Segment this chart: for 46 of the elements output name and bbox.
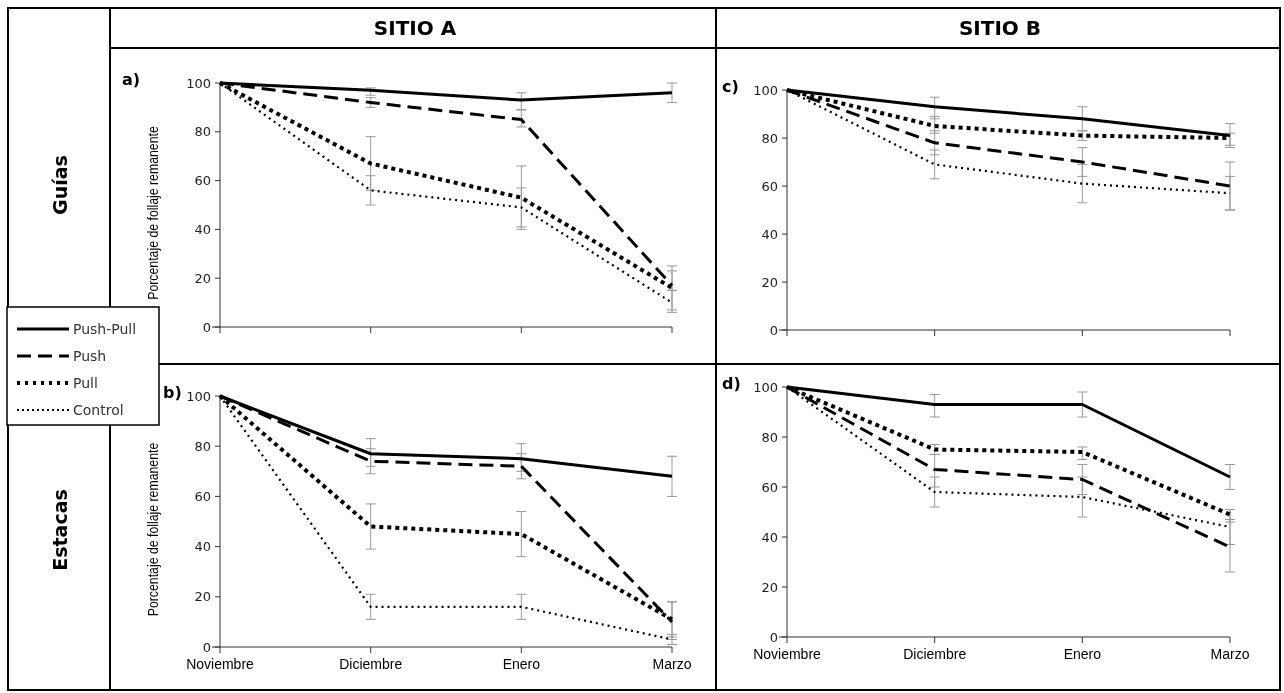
chart-title: b) bbox=[163, 383, 182, 402]
y-tick-label: 100 bbox=[753, 379, 778, 395]
y-tick-label: 20 bbox=[194, 589, 211, 605]
y-tick-label: 100 bbox=[753, 82, 778, 98]
y-tick-label: 0 bbox=[202, 639, 211, 655]
y-tick-label: 100 bbox=[186, 75, 211, 91]
y-tick-label: 60 bbox=[761, 479, 778, 495]
y-tick-label: 20 bbox=[761, 274, 778, 290]
x-tick-label: Noviembre bbox=[186, 656, 255, 672]
x-tick-label: Diciembre bbox=[903, 646, 967, 662]
y-tick-label: 40 bbox=[194, 221, 211, 237]
x-tick-label: Marzo bbox=[652, 656, 692, 672]
y-tick-label: 80 bbox=[194, 124, 211, 140]
x-tick-label: Noviembre bbox=[753, 646, 822, 662]
y-tick-label: 40 bbox=[761, 529, 778, 545]
y-axis-title: Porcentaje de follaje remanente bbox=[144, 442, 162, 617]
chart-title: a) bbox=[122, 70, 141, 89]
chart-title: d) bbox=[722, 374, 741, 393]
y-tick-label: 0 bbox=[769, 322, 778, 338]
y-tick-label: 80 bbox=[761, 429, 778, 445]
legend-label: Push bbox=[73, 347, 107, 364]
text: Guías bbox=[48, 155, 71, 215]
text: SITIO B bbox=[958, 16, 1042, 40]
x-tick-label: Enero bbox=[1063, 646, 1102, 662]
text: Estacas bbox=[48, 489, 71, 571]
y-tick-label: 60 bbox=[194, 488, 211, 504]
chart-title: c) bbox=[722, 77, 739, 96]
x-tick-label: Enero bbox=[502, 656, 541, 672]
y-tick-label: 40 bbox=[761, 226, 778, 242]
y-tick-label: 60 bbox=[194, 173, 211, 189]
y-tick-label: 0 bbox=[202, 319, 211, 335]
y-tick-label: 0 bbox=[769, 629, 778, 645]
legend-label: Control bbox=[73, 401, 124, 418]
legend-label: Pull bbox=[73, 374, 98, 391]
y-tick-label: 80 bbox=[761, 130, 778, 146]
y-tick-label: 60 bbox=[761, 178, 778, 194]
y-tick-label: 20 bbox=[761, 579, 778, 595]
y-tick-label: 40 bbox=[194, 539, 211, 555]
text: SITIO A bbox=[373, 16, 457, 40]
y-tick-label: 20 bbox=[194, 270, 211, 286]
x-tick-label: Marzo bbox=[1210, 646, 1250, 662]
y-tick-label: 100 bbox=[186, 388, 211, 404]
legend-label: Push-Pull bbox=[73, 320, 137, 337]
y-axis-title: Porcentaje de follaje remanente bbox=[144, 125, 162, 300]
y-tick-label: 80 bbox=[194, 438, 211, 454]
x-tick-label: Diciembre bbox=[339, 656, 403, 672]
